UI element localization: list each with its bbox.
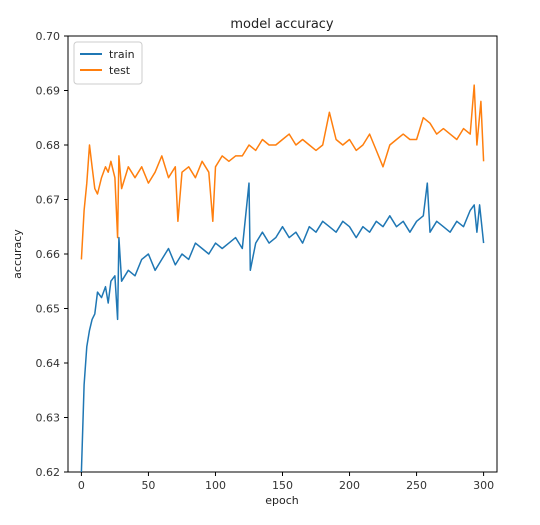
- y-tick-label: 0.66: [36, 248, 61, 261]
- y-tick-label: 0.64: [36, 357, 61, 370]
- legend: train test: [74, 42, 142, 84]
- y-tick-label: 0.70: [36, 30, 61, 43]
- plot-area: [68, 36, 497, 472]
- x-tick-label: 50: [141, 479, 155, 492]
- x-tick-label: 200: [339, 479, 360, 492]
- y-tick-label: 0.69: [36, 85, 61, 98]
- y-tick-label: 0.65: [36, 303, 61, 316]
- legend-label-test: test: [109, 64, 131, 77]
- y-tick-label: 0.67: [36, 194, 61, 207]
- x-tick-label: 150: [272, 479, 293, 492]
- x-axis-title: epoch: [265, 494, 299, 507]
- plot-frame: [68, 36, 497, 472]
- x-tick-label: 100: [205, 479, 226, 492]
- y-axis: 0.62 0.63 0.64 0.65 0.66 0.67 0.68 0.69 0.70: [36, 30, 69, 479]
- y-tick-label: 0.68: [36, 139, 61, 152]
- x-tick-label: 250: [406, 479, 427, 492]
- x-tick-label: 0: [78, 479, 85, 492]
- legend-label-train: train: [109, 48, 135, 61]
- y-axis-title: accuracy: [11, 229, 24, 279]
- x-axis: 0 50 100 150 200 250 300: [78, 472, 494, 492]
- chart-title: model accuracy: [230, 17, 334, 32]
- y-tick-label: 0.62: [36, 466, 61, 479]
- y-tick-label: 0.63: [36, 412, 61, 425]
- x-tick-label: 300: [473, 479, 494, 492]
